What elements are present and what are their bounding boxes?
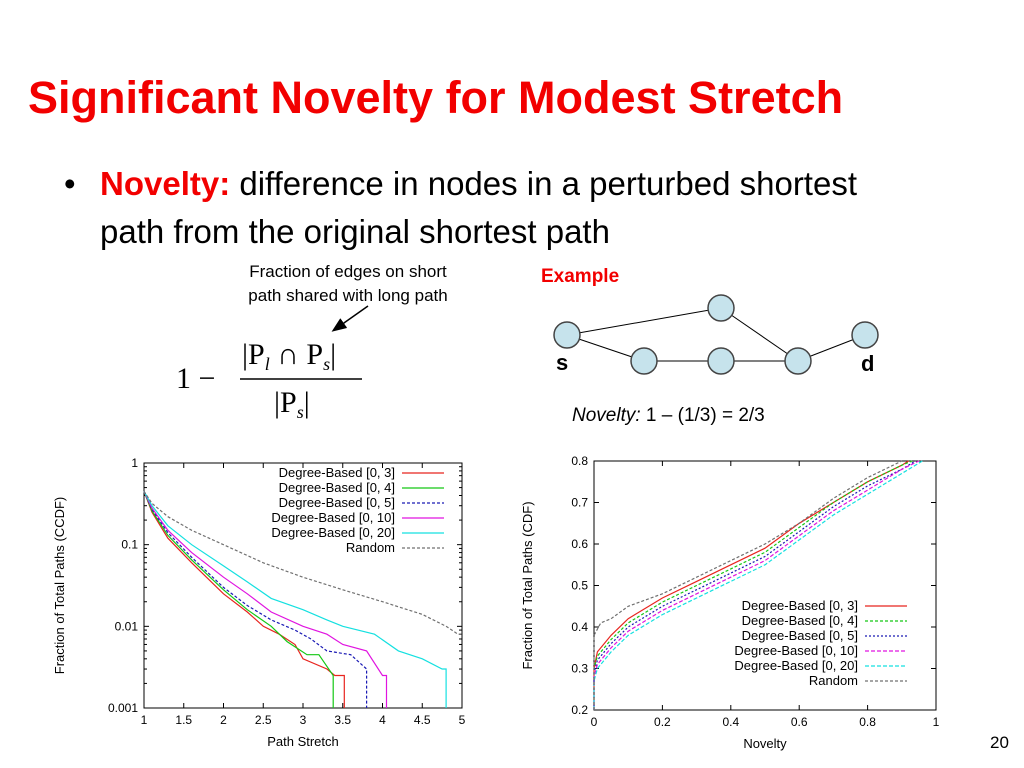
y-tick-label: 0.8 (571, 454, 588, 468)
x-tick-label: 2.5 (255, 713, 272, 727)
legend-label: Degree-Based [0, 10] (271, 510, 395, 525)
series-line-1 (593, 460, 913, 710)
novelty-example-value: 1 – (1/3) = 2/3 (640, 405, 765, 426)
series-line-3 (593, 460, 920, 710)
formula-annotation-line2: path shared with long path (248, 286, 448, 305)
x-tick-label: 5 (459, 713, 466, 727)
ccdf-chart: 1 1.5 2 2.5 3 3.5 4 4.5 5 0.001 0.01 0.1 1 Path Stret… (52, 456, 466, 749)
x-axis-label: Novelty (743, 736, 787, 751)
graph-node-top (707, 294, 735, 322)
x-tick-label: 3.5 (334, 713, 351, 727)
bullet-text: Novelty: difference in nodes in a pertur… (100, 160, 900, 256)
y-tick-label: 0.001 (108, 701, 138, 715)
formula-graphic: 1 − |Pl ∩ Ps| |Ps| (176, 305, 369, 422)
series-line-5 (593, 460, 903, 710)
formula-one-minus: 1 − (176, 362, 215, 395)
series-line-3 (143, 491, 388, 708)
x-tick-label: 3 (300, 713, 307, 727)
example-label: Example (541, 266, 620, 287)
series-line-2 (143, 491, 368, 708)
y-tick-label: 1 (131, 456, 138, 470)
graph-node-s (553, 321, 581, 349)
cdf-chart: 0 0.2 0.4 0.6 0.8 10.20.30.40.50.60.70.8Novel… (520, 454, 940, 751)
series-line-5 (143, 490, 462, 635)
x-tick-label: 4.5 (414, 713, 431, 727)
y-tick-label: 0.7 (571, 496, 588, 510)
formula-annotation: Fraction of edges on short path shared w… (208, 260, 488, 308)
y-axis-label: Fraction of Total Paths (CCDF) (52, 497, 67, 674)
legend-label: Degree-Based [0, 5] (742, 628, 858, 643)
x-tick-label: 4 (379, 713, 386, 727)
y-tick-label: 0.1 (121, 538, 138, 552)
node-d-label: d (861, 351, 874, 376)
graph-node-d (851, 321, 879, 349)
bullet-definition: difference in nodes in a perturbed short… (100, 165, 857, 250)
page-number: 20 (990, 733, 1009, 752)
example-graph: s d (553, 294, 879, 376)
x-tick-label: 1 (933, 715, 940, 729)
series-line-4 (593, 460, 923, 710)
y-tick-label: 0.3 (571, 662, 588, 676)
legend-label: Degree-Based [0, 4] (279, 480, 395, 495)
legend-label: Degree-Based [0, 4] (742, 613, 858, 628)
graph-edge (720, 307, 799, 362)
series-line-2 (593, 460, 916, 710)
formula-annotation-line1: Fraction of edges on short (249, 262, 447, 281)
graph-node (707, 347, 735, 375)
x-tick-label: 1.5 (175, 713, 192, 727)
graph-node (784, 347, 812, 375)
legend-label: Degree-Based [0, 20] (734, 658, 858, 673)
x-axis-label: Path Stretch (267, 734, 339, 749)
annotation-arrow (331, 305, 369, 332)
graph-node (630, 347, 658, 375)
x-tick-label: 0.2 (654, 715, 671, 729)
legend-label: Degree-Based [0, 10] (734, 643, 858, 658)
x-tick-label: 0.8 (859, 715, 876, 729)
legend-label: Degree-Based [0, 5] (279, 495, 395, 510)
x-tick-label: 1 (141, 713, 148, 727)
y-tick-label: 0.5 (571, 579, 588, 593)
series-line-4 (143, 491, 447, 708)
x-tick-label: 2 (220, 713, 227, 727)
y-tick-label: 0.4 (571, 620, 588, 634)
y-tick-label: 0.6 (571, 537, 588, 551)
legend-label: Random (346, 540, 395, 555)
series-line-1 (143, 491, 334, 708)
bullet-term: Novelty: (100, 165, 231, 202)
y-axis-label: Fraction of Total Paths (CDF) (520, 501, 535, 669)
slide-title: Significant Novelty for Modest Stretch (28, 72, 844, 123)
node-s-label: s (556, 350, 568, 375)
formula-denominator: |Ps| (274, 386, 310, 422)
formula-numerator: |Pl ∩ Ps| (242, 338, 336, 374)
bullet-symbol: • (64, 165, 76, 202)
x-tick-label: 0.6 (791, 715, 808, 729)
y-tick-label: 0.2 (571, 703, 588, 717)
novelty-example-label: Novelty: (572, 405, 641, 426)
legend-label: Degree-Based [0, 20] (271, 525, 395, 540)
x-tick-label: 0 (591, 715, 598, 729)
novelty-example: Novelty: 1 – (1/3) = 2/3 (572, 405, 765, 427)
legend-label: Random (809, 673, 858, 688)
series-line-0 (143, 491, 345, 708)
graph-edge (566, 307, 722, 336)
legend-label: Degree-Based [0, 3] (742, 598, 858, 613)
y-tick-label: 0.01 (115, 619, 139, 633)
x-tick-label: 0.4 (722, 715, 739, 729)
legend-label: Degree-Based [0, 3] (279, 465, 395, 480)
